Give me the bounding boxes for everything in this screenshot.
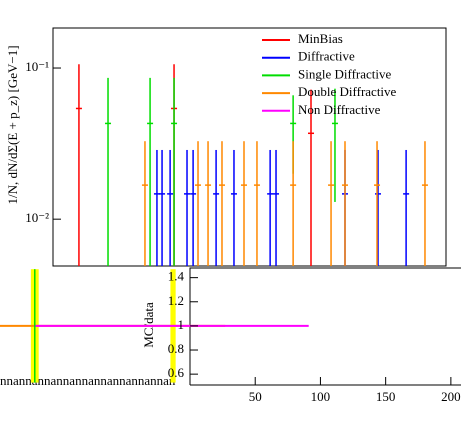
y-tick-label: 0.8 — [168, 341, 184, 356]
y-axis-label: 1/N, dN/dΣ(E + p_z) [GeV−1] — [5, 45, 20, 204]
y-tick-label: 1 — [178, 317, 185, 332]
x-axis-label: nnannannannannannannannannan — [0, 373, 176, 388]
ratio-y-label: MC/data — [141, 302, 156, 348]
x-tick-label: 150 — [376, 389, 396, 404]
y-tick-label: 1.4 — [168, 269, 185, 284]
y-tick-label: 10⁻² — [25, 210, 49, 225]
legend-label: MinBias — [298, 31, 343, 46]
legend-label: Diffractive — [298, 49, 355, 64]
legend-label: Non Diffractive — [298, 102, 381, 117]
x-tick-label: 100 — [311, 389, 331, 404]
legend-label: Double Diffractive — [298, 84, 397, 99]
main-frame — [52, 27, 447, 267]
y-tick-label: 10⁻¹ — [25, 59, 49, 74]
y-tick-label: 1.2 — [168, 293, 184, 308]
x-tick-label: 50 — [249, 389, 262, 404]
y-tick-label: 0.6 — [168, 365, 185, 380]
legend-label: Single Diffractive — [298, 66, 391, 81]
ratio-frame — [189, 267, 461, 385]
x-tick-label: 200 — [441, 389, 461, 404]
